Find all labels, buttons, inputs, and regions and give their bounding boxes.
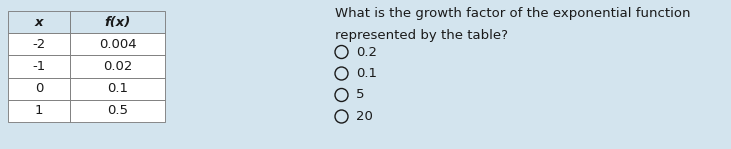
Text: 1: 1 (35, 104, 43, 117)
Text: 0.2: 0.2 (356, 45, 377, 59)
Bar (8, 33, 70, 55)
Text: 0.1: 0.1 (107, 82, 128, 95)
Bar (70, 55, 165, 78)
Text: 0.02: 0.02 (103, 60, 132, 73)
Bar (8, 55, 70, 78)
Bar (70, 78, 165, 100)
Bar (70, 11, 165, 33)
Bar (8, 78, 70, 100)
Bar (8, 11, 70, 33)
Text: represented by the table?: represented by the table? (335, 29, 508, 42)
Text: 20: 20 (356, 110, 373, 123)
Bar (70, 33, 165, 55)
Text: 0: 0 (35, 82, 43, 95)
Bar (70, 100, 165, 122)
Text: 5: 5 (356, 89, 365, 101)
Text: -1: -1 (32, 60, 45, 73)
Text: What is the growth factor of the exponential function: What is the growth factor of the exponen… (335, 7, 691, 20)
Text: 0.5: 0.5 (107, 104, 128, 117)
Text: 0.1: 0.1 (356, 67, 377, 80)
Text: -2: -2 (32, 38, 45, 51)
Text: 0.004: 0.004 (99, 38, 136, 51)
Bar (8, 100, 70, 122)
Text: x: x (35, 16, 43, 29)
Text: f(x): f(x) (105, 16, 131, 29)
